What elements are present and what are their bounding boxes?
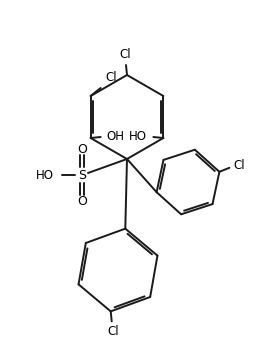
Text: Cl: Cl	[106, 71, 117, 84]
Text: O: O	[77, 195, 87, 207]
Text: S: S	[78, 168, 86, 181]
Text: Cl: Cl	[119, 48, 131, 61]
Text: Cl: Cl	[107, 325, 119, 338]
Text: Cl: Cl	[233, 159, 245, 172]
Text: O: O	[77, 142, 87, 156]
Text: HO: HO	[36, 168, 54, 181]
Text: OH: OH	[107, 129, 125, 142]
Text: HO: HO	[129, 129, 147, 142]
